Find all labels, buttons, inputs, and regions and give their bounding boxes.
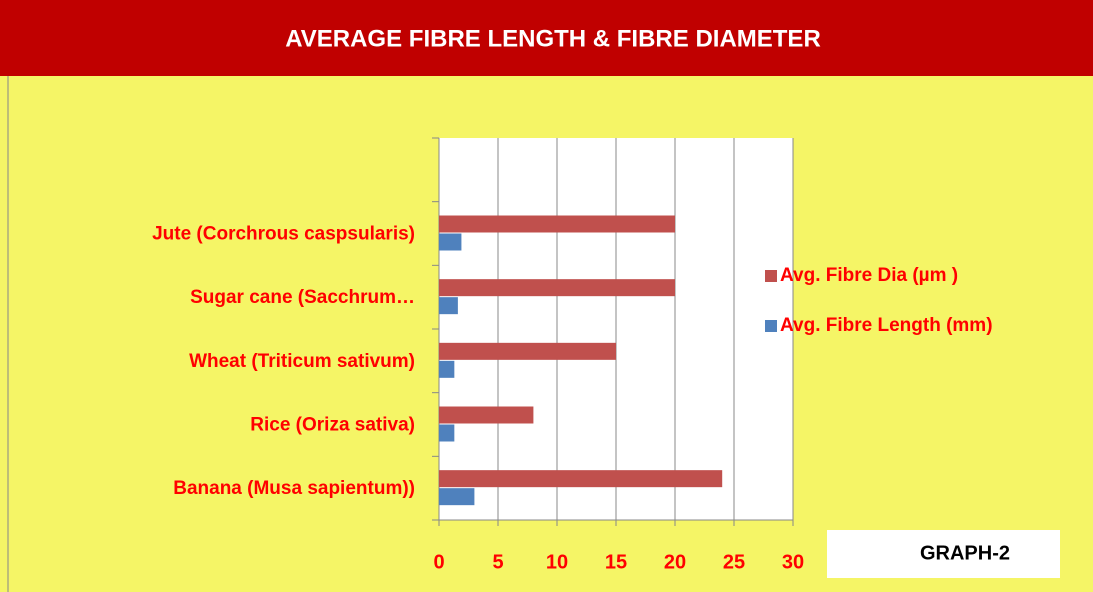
x-tick-label: 15 <box>605 551 627 573</box>
x-tick-label: 5 <box>492 551 503 573</box>
bar <box>439 215 675 233</box>
y-tick-label: Banana (Musa sapientum)) <box>173 478 415 499</box>
y-tick-label: Wheat (Triticum sativum) <box>189 351 415 372</box>
bar <box>439 424 455 442</box>
y-tick-label: Jute (Corchrous caspsularis) <box>152 224 415 245</box>
y-tick-label: Sugar cane (Sacchrum… <box>190 287 415 308</box>
legend-swatch <box>765 320 777 332</box>
x-tick-label: 20 <box>664 551 686 573</box>
bar <box>439 470 723 488</box>
annotation-box <box>827 530 1060 578</box>
chart-title: AVERAGE FIBRE LENGTH & FIBRE DIAMETER <box>285 25 821 52</box>
annotation: GRAPH-2 <box>920 542 1010 564</box>
bar <box>439 406 534 424</box>
title-bar <box>0 0 1093 76</box>
legend-label: Avg. Fibre Length (mm) <box>780 315 993 336</box>
legend-swatch <box>765 270 777 282</box>
bar <box>439 279 675 297</box>
bar <box>439 342 616 360</box>
x-tick-label: 30 <box>782 551 804 573</box>
x-tick-label: 10 <box>546 551 568 573</box>
bar <box>439 488 475 506</box>
x-tick-label: 0 <box>433 551 444 573</box>
y-tick-label: Rice (Oriza sativa) <box>250 415 415 436</box>
bar <box>439 297 458 315</box>
bar <box>439 233 462 251</box>
bar <box>439 360 455 378</box>
legend-label: Avg. Fibre Dia (µm ) <box>780 265 958 286</box>
x-tick-label: 25 <box>723 551 745 573</box>
